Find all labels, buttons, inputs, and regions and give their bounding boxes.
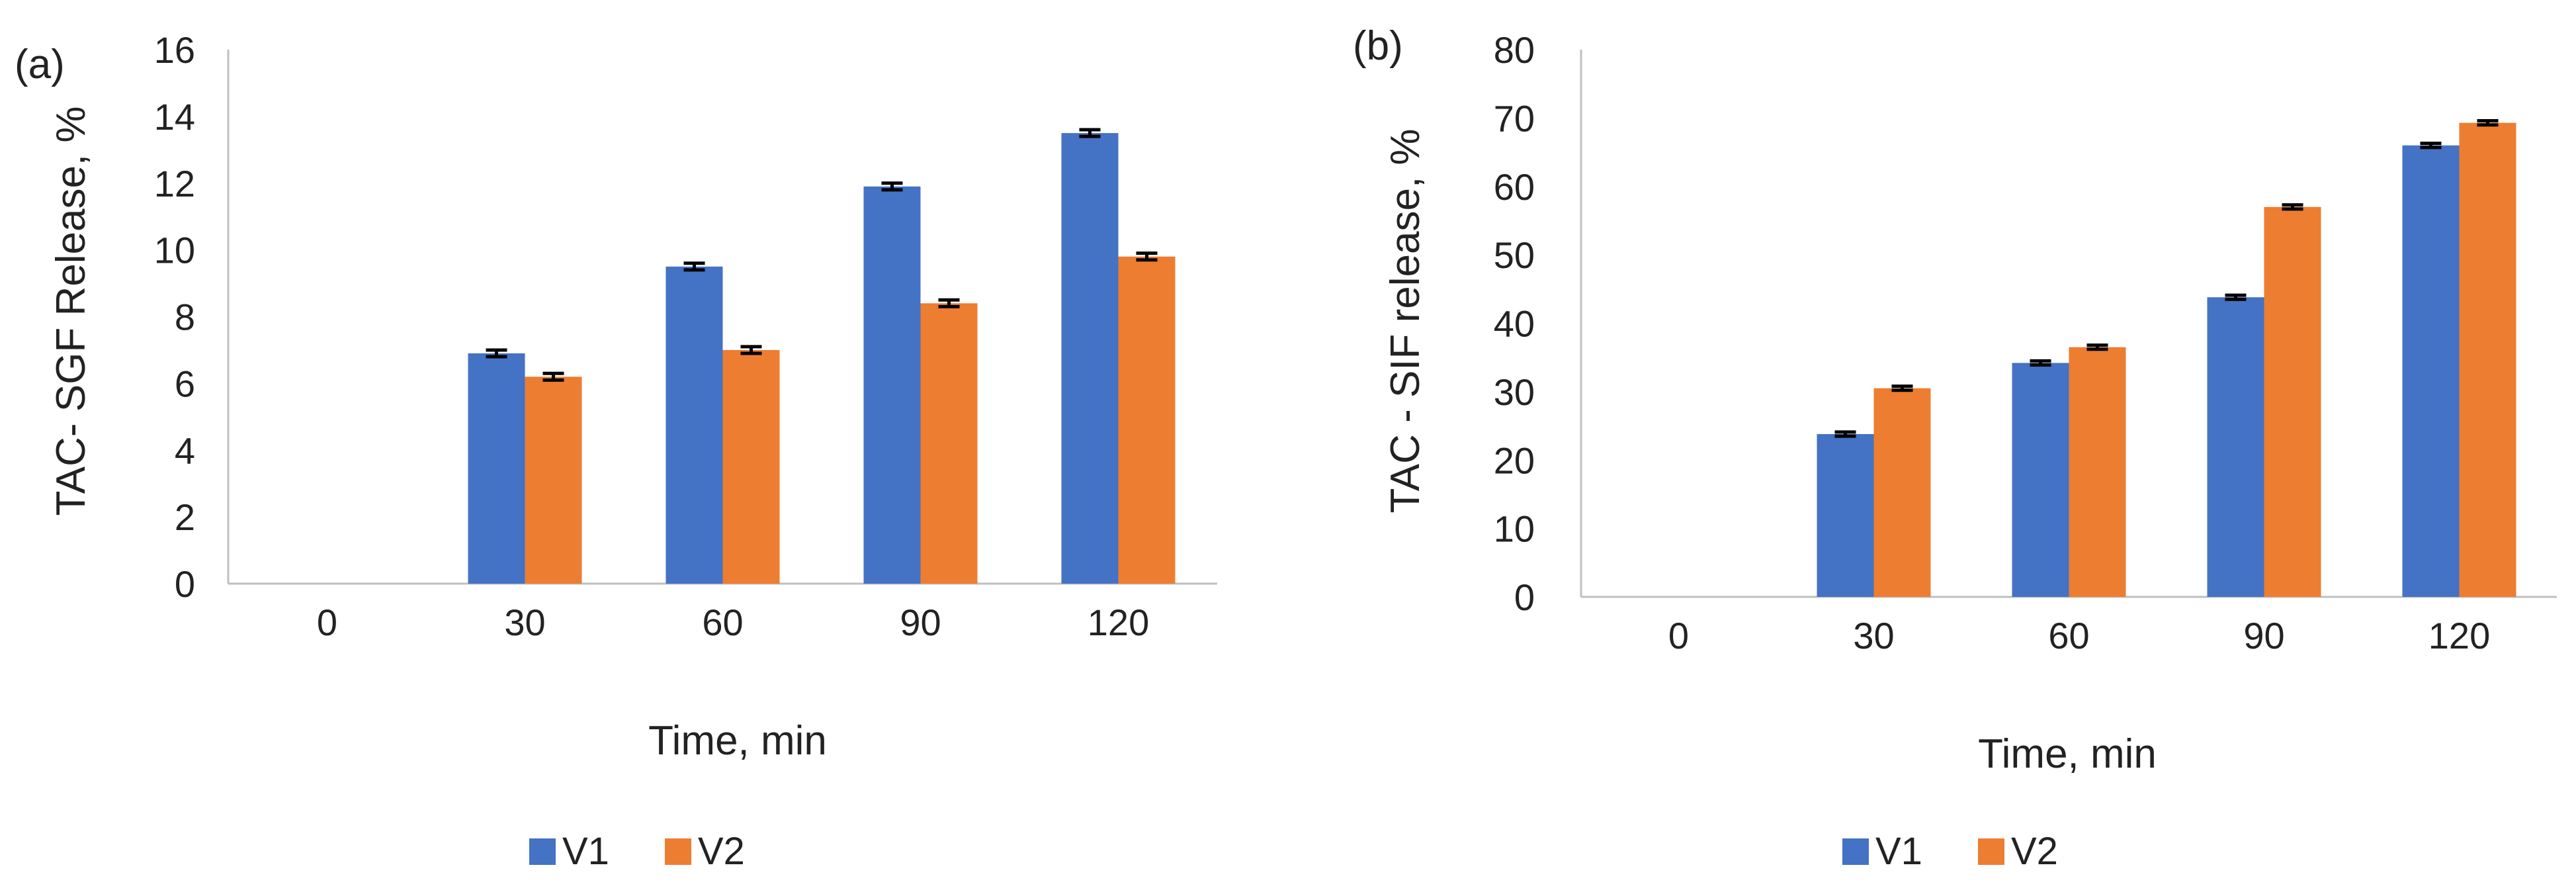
legend-label-v1: V1 (562, 830, 609, 873)
y-tick-label: 0 (175, 563, 195, 605)
y-tick-label: 12 (154, 163, 195, 204)
x-tick-labels: 0 30 60 90 120 (1668, 615, 2490, 656)
error-bar-v1-120 (1079, 128, 1101, 138)
bar-v2-30 (1873, 388, 1931, 597)
bar-v2-60 (722, 349, 780, 584)
error-bar-v1-60 (683, 261, 705, 272)
y-tick-label: 50 (1494, 234, 1535, 276)
panel-label: (b) (1353, 23, 1403, 69)
y-tick-label: 70 (1494, 97, 1535, 139)
error-bar-v2-30 (542, 371, 564, 382)
bar-v1-30 (468, 353, 525, 584)
legend-swatch-v2 (665, 838, 691, 865)
y-tick-labels: 0 2 4 6 8 10 12 14 16 (154, 29, 195, 605)
error-bar-v2-90 (2282, 203, 2303, 211)
bar-v2-90 (2264, 206, 2321, 597)
y-tick-label: 80 (1494, 29, 1535, 71)
error-bar-v1-30 (1834, 430, 1856, 438)
legend-label-v2: V2 (698, 830, 745, 873)
y-tick-label: 30 (1494, 371, 1535, 413)
error-bar-v2-120 (2477, 119, 2499, 127)
y-tick-label: 6 (175, 363, 195, 404)
x-tick-label: 90 (900, 602, 941, 643)
x-tick-labels: 0 30 60 90 120 (317, 602, 1149, 643)
bars (468, 133, 1176, 584)
chart-panel-a: (a) TAC- SGF Release, % 0 2 4 6 8 10 12 14 16 0 3… (15, 29, 1217, 873)
bar-v2-30 (525, 377, 582, 584)
y-tick-label: 8 (175, 296, 195, 338)
y-tick-label: 2 (175, 496, 195, 538)
bar-v1-60 (665, 266, 723, 584)
x-tick-label: 60 (2048, 615, 2089, 656)
y-tick-label: 40 (1494, 303, 1535, 345)
bar-v1-120 (2402, 145, 2460, 598)
y-axis-title: TAC - SIF release, % (1383, 128, 1428, 513)
x-tick-label: 120 (1088, 602, 1149, 643)
bar-v2-60 (2069, 347, 2126, 597)
y-tick-labels: 0 10 20 30 40 50 60 70 80 (1494, 29, 1535, 618)
error-bar-v1-120 (2420, 142, 2442, 150)
bar-v1-30 (1817, 433, 1874, 597)
x-axis-title: Time, min (648, 718, 827, 764)
x-tick-label: 60 (702, 602, 743, 643)
error-bars (486, 128, 1158, 382)
error-bars (1834, 119, 2499, 438)
error-bar-v2-60 (740, 345, 762, 355)
chart-panel-b: (b) TAC - SIF release, % 0 10 20 30 40 50 60 70… (1353, 23, 2557, 873)
x-tick-label: 90 (2243, 615, 2284, 656)
legend-swatch-v1 (529, 838, 556, 865)
y-tick-label: 16 (154, 29, 195, 71)
bars (1817, 122, 2516, 598)
x-tick-label: 30 (1853, 615, 1894, 656)
bar-v1-60 (2012, 363, 2069, 597)
legend-swatch-v2 (1978, 838, 2004, 865)
error-bar-v1-90 (881, 181, 903, 192)
bar-v2-120 (2459, 122, 2516, 597)
error-bar-v1-30 (486, 348, 507, 359)
error-bar-v2-30 (1891, 384, 1913, 392)
bar-v2-120 (1118, 256, 1176, 584)
y-axis-title: TAC- SGF Release, % (48, 106, 94, 515)
bar-v1-90 (863, 186, 921, 584)
error-bar-v2-60 (2086, 343, 2108, 351)
y-tick-label: 10 (1494, 508, 1535, 550)
y-tick-label: 20 (1494, 439, 1535, 481)
legend: V1 V2 (529, 830, 745, 873)
x-tick-label: 0 (1668, 615, 1689, 656)
legend-label-v2: V2 (2011, 830, 2058, 873)
y-tick-label: 10 (154, 230, 195, 271)
x-axis-title: Time, min (1978, 731, 2157, 777)
y-tick-label: 60 (1494, 166, 1535, 208)
legend: V1 V2 (1842, 830, 2058, 873)
x-tick-label: 30 (504, 602, 545, 643)
bar-v1-90 (2207, 297, 2264, 597)
y-tick-label: 0 (1514, 576, 1535, 618)
error-bar-v2-90 (938, 298, 960, 308)
y-tick-label: 4 (175, 429, 195, 471)
legend-swatch-v1 (1842, 838, 1869, 865)
y-tick-label: 14 (154, 96, 195, 138)
legend-label-v1: V1 (1875, 830, 1922, 873)
bar-v2-90 (920, 303, 978, 584)
x-tick-label: 0 (317, 602, 337, 643)
error-bar-v1-60 (2030, 359, 2051, 367)
bar-v1-120 (1061, 133, 1119, 584)
error-bar-v2-120 (1136, 251, 1158, 262)
x-tick-label: 120 (2428, 615, 2490, 656)
error-bar-v1-90 (2225, 293, 2247, 301)
panel-label: (a) (15, 42, 65, 87)
